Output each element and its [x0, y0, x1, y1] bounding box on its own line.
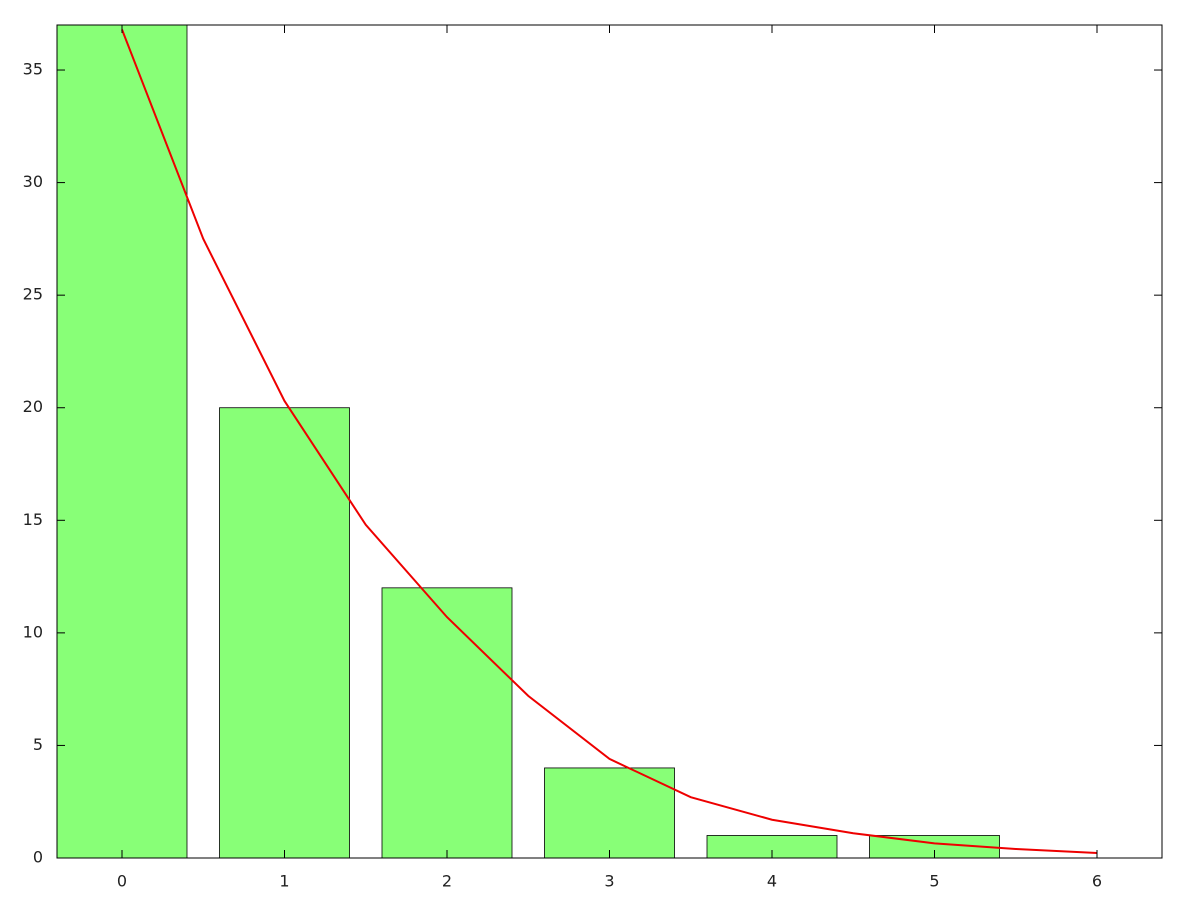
bar	[381, 587, 513, 859]
fit-curve	[121, 29, 1098, 855]
x-tick-label: 1	[279, 872, 289, 891]
y-tick-label: 20	[23, 397, 43, 416]
x-tick-label: 3	[604, 872, 614, 891]
x-tick-label: 4	[767, 872, 777, 891]
y-tick-label: 15	[23, 510, 43, 529]
x-tick-label: 6	[1092, 872, 1102, 891]
x-tick-label: 2	[442, 872, 452, 891]
x-tick-label: 0	[117, 872, 127, 891]
y-tick-label: 25	[23, 285, 43, 304]
y-tick-label: 5	[33, 735, 43, 754]
bar	[544, 767, 675, 859]
y-tick-label: 35	[23, 60, 43, 79]
y-tick-label: 30	[23, 172, 43, 191]
x-tick-label: 5	[929, 872, 939, 891]
y-tick-label: 0	[33, 848, 43, 867]
bar	[56, 24, 188, 859]
bar	[219, 407, 350, 859]
y-tick-label: 10	[23, 622, 43, 641]
